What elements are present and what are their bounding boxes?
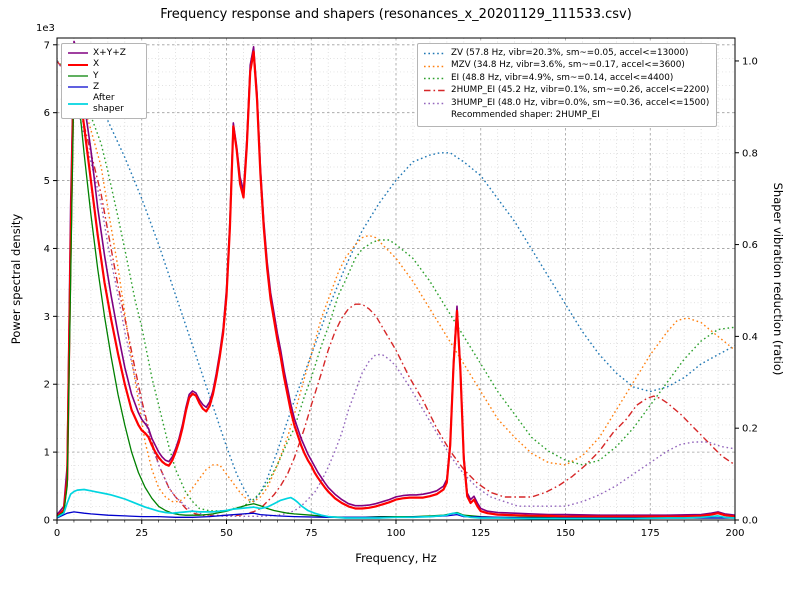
legend-item-recommended-shaper: Recommended shaper: 2HUMP_EI [424, 110, 709, 121]
legend-line-swatch [424, 65, 446, 67]
legend-line-swatch [424, 53, 446, 55]
chart-title: Frequency response and shapers (resonanc… [160, 7, 632, 22]
svg-text:1.0: 1.0 [742, 56, 758, 67]
svg-text:0.8: 0.8 [742, 148, 758, 159]
svg-text:2: 2 [44, 380, 50, 391]
legend-line-swatch [68, 63, 88, 66]
legend-label: MZV (34.8 Hz, vibr=3.6%, sm~=0.17, accel… [451, 60, 685, 71]
svg-text:50: 50 [220, 528, 233, 539]
legend-label: 2HUMP_EI (45.2 Hz, vibr=0.1%, sm~=0.26, … [451, 85, 710, 96]
svg-text:1: 1 [44, 448, 50, 459]
legend-line-swatch [424, 102, 446, 105]
svg-text:0.4: 0.4 [742, 332, 758, 343]
x-axis-label: Frequency, Hz [355, 551, 437, 565]
legend-label: ZV (57.8 Hz, vibr=20.3%, sm~=0.05, accel… [451, 48, 689, 58]
legend-label: After shaper [93, 93, 124, 114]
y-axis-multiplier-label: 1e3 [36, 23, 55, 34]
legend-line-swatch [424, 77, 446, 80]
svg-text:0.2: 0.2 [742, 424, 758, 435]
legend-label: X [93, 59, 100, 70]
legend-line-swatch [424, 90, 446, 92]
svg-text:0: 0 [44, 516, 50, 527]
legend-item-ei: EI (48.8 Hz, vibr=4.9%, sm~=0.14, accel<… [424, 73, 709, 84]
psd-legend: X+Y+Z X Y Z After shaper [61, 43, 147, 120]
legend-item-mzv: MZV (34.8 Hz, vibr=3.6%, sm~=0.17, accel… [424, 60, 709, 71]
svg-text:3: 3 [44, 312, 50, 323]
legend-label: Recommended shaper: 2HUMP_EI [451, 110, 600, 121]
legend-label: 3HUMP_EI (48.0 Hz, vibr=0.0%, sm~=0.36, … [451, 97, 710, 108]
legend-line-swatch [68, 75, 88, 77]
svg-text:5: 5 [44, 176, 50, 187]
svg-text:0.0: 0.0 [742, 516, 758, 527]
legend-label: EI (48.8 Hz, vibr=4.9%, sm~=0.14, accel<… [451, 72, 674, 83]
svg-text:150: 150 [556, 528, 575, 539]
legend-item-x: X [68, 59, 139, 69]
y-axis-label-right: Shaper vibration reduction (ratio) [771, 182, 785, 376]
svg-text:0: 0 [54, 528, 60, 539]
legend-label: Y [93, 70, 99, 81]
legend-label: Z [93, 82, 100, 93]
svg-text:125: 125 [471, 528, 490, 539]
svg-text:4: 4 [44, 244, 50, 255]
svg-text:100: 100 [386, 528, 405, 539]
svg-text:7: 7 [44, 40, 50, 51]
svg-text:175: 175 [641, 528, 660, 539]
svg-text:200: 200 [725, 528, 744, 539]
legend-item-3hump-ei: 3HUMP_EI (48.0 Hz, vibr=0.0%, sm~=0.36, … [424, 98, 709, 109]
legend-line-swatch [68, 86, 88, 88]
svg-text:6: 6 [44, 108, 50, 119]
legend-item-2hump-ei: 2HUMP_EI (45.2 Hz, vibr=0.1%, sm~=0.26, … [424, 85, 709, 96]
legend-label: X+Y+Z [93, 48, 126, 58]
y-axis-label-left: Power spectral density [9, 213, 23, 345]
legend-item-x-y-z: X+Y+Z [68, 48, 139, 58]
legend-item-zv: ZV (57.8 Hz, vibr=20.3%, sm~=0.05, accel… [424, 48, 709, 59]
legend-line-swatch [68, 52, 88, 54]
shaper-legend: ZV (57.8 Hz, vibr=20.3%, sm~=0.05, accel… [417, 43, 718, 127]
legend-item-after-shaper: After shaper [68, 93, 139, 114]
svg-text:25: 25 [135, 528, 148, 539]
legend-line-swatch [68, 102, 88, 105]
svg-text:75: 75 [305, 528, 318, 539]
legend-item-y: Y [68, 71, 139, 81]
svg-text:0.6: 0.6 [742, 240, 758, 251]
legend-item-z: Z [68, 82, 139, 92]
